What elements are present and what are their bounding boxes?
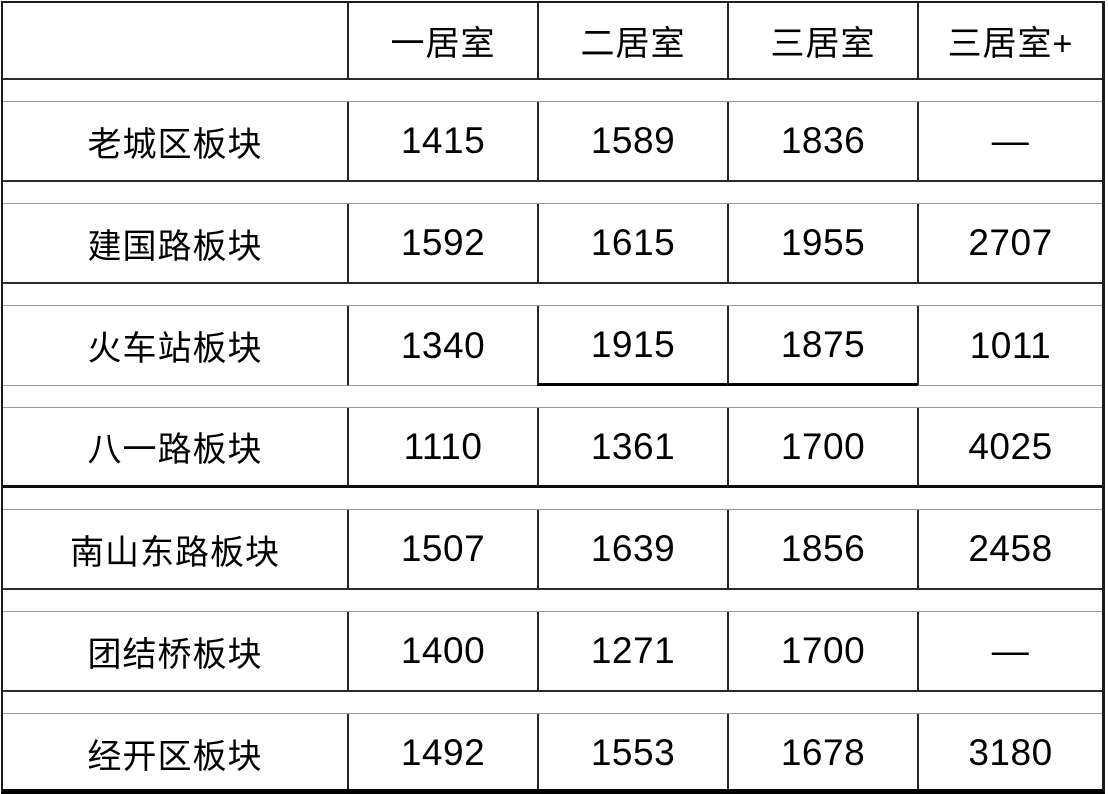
- table-row: 南山东路板块 1507 1639 1856 2458: [3, 510, 1102, 590]
- value-cell: 1271: [537, 612, 727, 692]
- value-cell: 2458: [917, 510, 1102, 590]
- value-cell: 1553: [537, 714, 727, 789]
- value-cell: 1589: [537, 102, 727, 182]
- value-cell: 1678: [727, 714, 917, 789]
- header-cell-two-bedroom: 二居室: [537, 3, 727, 80]
- value-cell: 1415: [347, 102, 537, 182]
- value-cell: —: [917, 102, 1102, 182]
- value-cell: 1875: [727, 306, 917, 386]
- row-spacer: [3, 590, 1102, 612]
- table-row: 建国路板块 1592 1615 1955 2707: [3, 204, 1102, 284]
- header-cell-three-bedroom-plus: 三居室+: [917, 3, 1102, 80]
- value-cell: —: [917, 612, 1102, 692]
- value-cell: 1492: [347, 714, 537, 789]
- value-cell: 4025: [917, 408, 1102, 488]
- value-cell: 1361: [537, 408, 727, 488]
- value-cell: 1592: [347, 204, 537, 284]
- row-spacer: [3, 692, 1102, 714]
- header-cell-blank: [3, 3, 347, 80]
- row-label: 团结桥板块: [3, 612, 347, 692]
- value-cell: 1955: [727, 204, 917, 284]
- table-row: 老城区板块 1415 1589 1836 —: [3, 102, 1102, 182]
- table-header-row: 一居室 二居室 三居室 三居室+: [3, 3, 1102, 80]
- table-row: 团结桥板块 1400 1271 1700 —: [3, 612, 1102, 692]
- row-label: 建国路板块: [3, 204, 347, 284]
- value-cell: 1836: [727, 102, 917, 182]
- row-label: 经开区板块: [3, 714, 347, 789]
- value-cell: 1110: [347, 408, 537, 488]
- value-cell: 1915: [537, 306, 727, 386]
- header-cell-three-bedroom: 三居室: [727, 3, 917, 80]
- value-cell: 1011: [917, 306, 1102, 386]
- value-cell: 1400: [347, 612, 537, 692]
- value-cell: 1856: [727, 510, 917, 590]
- table-row: 经开区板块 1492 1553 1678 3180: [3, 714, 1102, 789]
- value-cell: 1700: [727, 612, 917, 692]
- row-spacer: [3, 386, 1102, 408]
- row-label: 火车站板块: [3, 306, 347, 386]
- table-row: 八一路板块 1110 1361 1700 4025: [3, 408, 1102, 488]
- header-cell-one-bedroom: 一居室: [347, 3, 537, 80]
- row-spacer: [3, 284, 1102, 306]
- value-cell: 1639: [537, 510, 727, 590]
- value-cell: 1340: [347, 306, 537, 386]
- row-spacer: [3, 80, 1102, 102]
- table-row: 火车站板块 1340 1915 1875 1011: [3, 306, 1102, 386]
- value-cell: 2707: [917, 204, 1102, 284]
- row-label: 八一路板块: [3, 408, 347, 488]
- value-cell: 1615: [537, 204, 727, 284]
- row-label: 南山东路板块: [3, 510, 347, 590]
- row-spacer: [3, 182, 1102, 204]
- value-cell: 3180: [917, 714, 1102, 789]
- row-spacer: [3, 488, 1102, 510]
- value-cell: 1700: [727, 408, 917, 488]
- value-cell: 1507: [347, 510, 537, 590]
- row-label: 老城区板块: [3, 102, 347, 182]
